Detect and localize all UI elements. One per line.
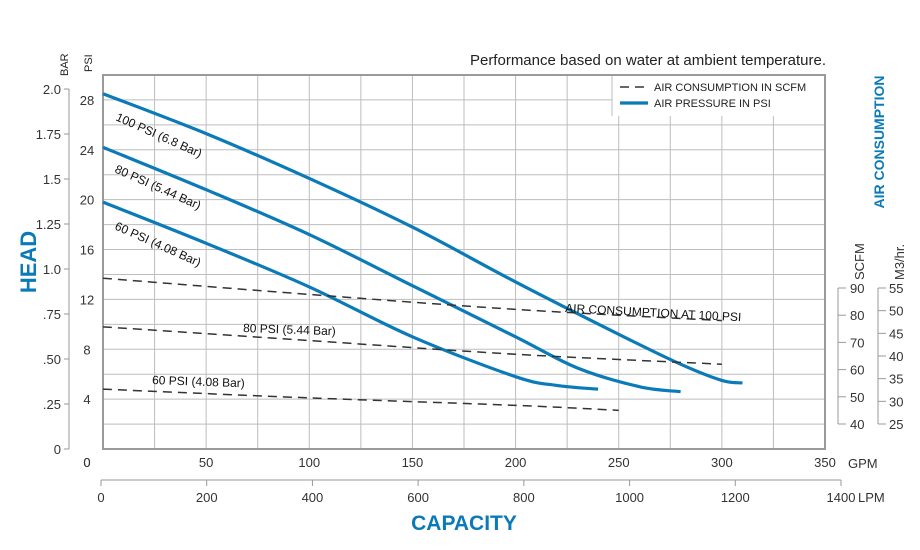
x-tick-lpm: 200 — [196, 490, 218, 505]
curve-100-psi-6-8-bar — [102, 92, 743, 385]
x-tick-gpm: 200 — [505, 455, 527, 470]
x-unit-gpm: GPM — [848, 456, 878, 471]
curve-air-consumption-at-100-psi — [102, 277, 722, 322]
curves: 100 PSI (6.8 Bar) 80 PSI (5.44 Bar) 60 PSI… — [102, 92, 743, 412]
y-tick-bar: .25 — [43, 397, 61, 412]
y2-tick-m3hr: 30 — [889, 394, 903, 409]
y-tick-psi: 24 — [80, 143, 94, 158]
y2-tick-scfm: 70 — [850, 335, 864, 350]
legend-entry-consumption: AIR CONSUMPTION IN SCFM — [654, 82, 806, 94]
x-tick-gpm: 350 — [814, 455, 836, 470]
x-tick-gpm: 150 — [402, 455, 424, 470]
curve-label: 100 PSI (6.8 Bar) — [114, 110, 204, 161]
y2-tick-m3hr: 40 — [889, 349, 903, 364]
x-tick-gpm: 100 — [298, 455, 320, 470]
x-tick-lpm: 1200 — [721, 490, 750, 505]
y-tick-psi: 8 — [83, 342, 90, 357]
y-tick-bar: 1.5 — [43, 172, 61, 187]
curve-label: 60 PSI (4.08 Bar) — [152, 373, 245, 390]
y2-tick-scfm: 50 — [850, 390, 864, 405]
y2-tick-scfm: 80 — [850, 308, 864, 323]
y-tick-bar: 0 — [54, 442, 61, 457]
y2-unit-scfm: SCFM — [852, 243, 867, 280]
y-axis-title: HEAD — [16, 231, 41, 293]
x-tick-gpm: 300 — [711, 455, 733, 470]
x-tick-lpm: 400 — [302, 490, 324, 505]
x-unit-lpm: LPM — [858, 490, 885, 505]
y2-tick-scfm: 90 — [850, 281, 864, 296]
y-tick-psi: 28 — [80, 93, 94, 108]
y2-tick-m3hr: 45 — [889, 326, 903, 341]
curve-80-psi-5-44-bar — [102, 145, 681, 394]
axes: 0 4 8 12 16 20 24 28 PSI 0 .25 .50 .75 1.0 1.25 1.5 1.75… — [36, 53, 907, 505]
curve-60-psi-4-08-bar — [102, 200, 599, 391]
x-tick-lpm: 800 — [513, 490, 535, 505]
y-tick-bar: 1.25 — [36, 217, 61, 232]
x-tick-lpm: 600 — [407, 490, 429, 505]
y-tick-psi: 4 — [83, 392, 90, 407]
plot-frame — [102, 74, 826, 450]
curve-air-consumption-at-60-psi — [102, 388, 619, 412]
y-tick-bar: .75 — [43, 307, 61, 322]
y2-tick-m3hr: 35 — [889, 372, 903, 387]
x-tick-gpm: 0 — [83, 455, 90, 470]
y-tick-psi: 16 — [80, 243, 94, 258]
y-tick-bar: 1.75 — [36, 127, 61, 142]
curve-air-consumption-at-80-psi — [102, 326, 722, 365]
x-tick-lpm: 0 — [97, 490, 104, 505]
y2-tick-m3hr: 55 — [889, 281, 903, 296]
curve-label: 80 PSI (5.44 Bar) — [243, 321, 336, 338]
y-unit-bar: BAR — [59, 53, 71, 76]
grid — [103, 75, 825, 449]
y2-tick-scfm: 60 — [850, 363, 864, 378]
y2-tick-scfm: 40 — [850, 417, 864, 432]
y-tick-bar: 1.0 — [43, 262, 61, 277]
y2-axis-title: AIR CONSUMPTION — [871, 76, 887, 209]
y2-tick-m3hr: 25 — [889, 417, 903, 432]
y-tick-psi: 0 — [83, 455, 90, 470]
curve-label: 60 PSI (4.08 Bar) — [113, 219, 203, 270]
x-tick-gpm: 50 — [199, 455, 213, 470]
x-tick-lpm: 1400 — [827, 490, 856, 505]
x-tick-lpm: 1000 — [615, 490, 644, 505]
x-tick-gpm: 250 — [608, 455, 630, 470]
y-tick-psi: 12 — [80, 292, 94, 307]
y-tick-bar: 2.0 — [43, 82, 61, 97]
y-tick-bar: .50 — [43, 352, 61, 367]
legend-entry-pressure: AIR PRESSURE IN PSI — [654, 98, 771, 110]
y-tick-psi: 20 — [80, 193, 94, 208]
legend: AIR CONSUMPTION IN SCFM AIR PRESSURE IN … — [611, 76, 824, 116]
x-axis-title: CAPACITY — [411, 512, 517, 535]
y2-unit-m3hr: M3/hr. — [892, 244, 907, 280]
y2-tick-m3hr: 50 — [889, 304, 903, 319]
y-unit-psi: PSI — [83, 54, 95, 72]
chart-subtitle: Performance based on water at ambient te… — [470, 52, 826, 69]
